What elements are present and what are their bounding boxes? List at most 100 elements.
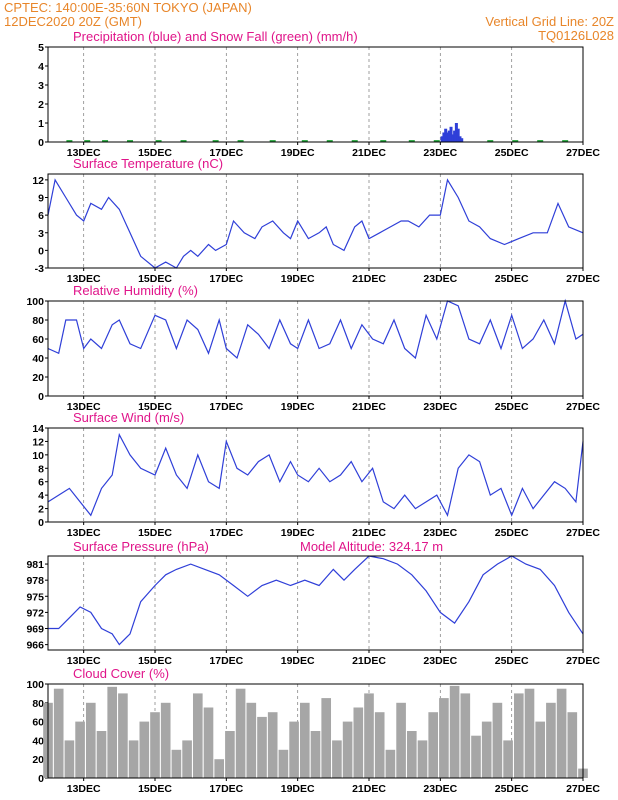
precip-bar — [456, 128, 460, 142]
x-tick-label: 15DEC — [138, 655, 172, 667]
x-tick-label: 17DEC — [209, 655, 243, 667]
y-tick-label: 10 — [32, 450, 44, 462]
y-tick-label: 0 — [38, 137, 44, 149]
y-tick-label: 3 — [38, 228, 44, 240]
y-tick-label: 0 — [38, 773, 44, 785]
y-tick-label: 8 — [38, 463, 44, 475]
x-tick-label: 15DEC — [138, 401, 172, 413]
y-tick-label: 0 — [38, 245, 44, 257]
x-tick-label: 21DEC — [352, 401, 386, 413]
y-tick-label: 975 — [26, 591, 44, 603]
x-tick-label: 17DEC — [209, 527, 243, 539]
cloud-bar — [150, 712, 160, 778]
cloud-bar — [257, 716, 267, 778]
cloud-bar — [310, 731, 321, 778]
y-tick-label: 12 — [32, 175, 44, 187]
panel-1: Precipitation (blue) and Snow Fall (gree… — [38, 29, 600, 159]
x-tick-label: 17DEC — [209, 147, 243, 159]
cloud-bar — [171, 749, 182, 778]
plot-frame — [47, 300, 584, 397]
y-tick-label: -3 — [35, 263, 44, 275]
series-line — [47, 178, 584, 269]
precip-bar — [458, 136, 462, 142]
snow-bar — [562, 140, 569, 142]
cloud-bar — [160, 702, 171, 778]
cloud-bar — [342, 721, 353, 778]
snow-bar — [102, 140, 109, 142]
cloud-bar — [417, 740, 428, 778]
x-tick-label: 23DEC — [423, 783, 457, 795]
cloud-bar — [535, 721, 546, 778]
snow-bar — [269, 140, 276, 142]
cloud-bar — [321, 698, 332, 778]
x-tick-label: 23DEC — [423, 655, 457, 667]
x-tick-label: 15DEC — [138, 783, 172, 795]
cloud-bar — [503, 740, 513, 778]
header-line3-right: TQ0126L028 — [538, 28, 614, 43]
y-tick-label: 100 — [26, 679, 44, 691]
panel-6: Cloud Cover (%) 0 20 40 60 80 100 13DEC 15DEC 17D… — [26, 666, 600, 795]
precip-bar — [460, 138, 464, 142]
x-tick-label: 19DEC — [281, 783, 315, 795]
x-tick-label: 25DEC — [495, 273, 529, 285]
y-tick-label: 978 — [26, 575, 44, 587]
panel-3-title: Relative Humidity (%) — [73, 283, 198, 298]
y-tick-label: 100 — [26, 296, 44, 308]
series-line — [48, 555, 584, 646]
cloud-bar — [396, 702, 406, 778]
x-tick-label: 13DEC — [67, 273, 101, 285]
cloud-bar — [353, 707, 364, 778]
precip-bar — [444, 128, 448, 142]
x-tick-label: 27DEC — [566, 655, 600, 667]
precip-bar — [440, 136, 444, 142]
cloud-bar — [567, 712, 578, 778]
snow-bar — [66, 140, 73, 142]
x-tick-label: 27DEC — [566, 783, 600, 795]
precip-bar — [445, 132, 449, 142]
x-tick-label: 21DEC — [352, 655, 386, 667]
snow-bar — [180, 140, 187, 142]
x-tick-label: 27DEC — [566, 527, 600, 539]
y-tick-label: 5 — [38, 42, 44, 54]
precip-bar — [442, 132, 446, 142]
cloud-bar — [556, 688, 567, 778]
x-tick-label: 21DEC — [352, 783, 386, 795]
cloud-bar — [471, 735, 481, 778]
cloud-bar — [492, 702, 503, 778]
y-tick-label: 60 — [32, 334, 44, 346]
cloud-bar — [214, 759, 225, 778]
cloud-bar — [481, 721, 492, 778]
y-tick-label: 969 — [26, 624, 44, 636]
plot-frame — [47, 427, 584, 523]
x-tick-label: 25DEC — [495, 147, 529, 159]
header-line2-right: Vertical Grid Line: 20Z — [485, 14, 614, 29]
snow-bar — [155, 140, 162, 142]
cloud-bar — [192, 693, 203, 778]
snow-bar — [237, 140, 244, 142]
snow-bar — [512, 140, 519, 142]
cloud-bar — [118, 693, 128, 778]
cloud-bar — [374, 712, 385, 778]
y-tick-label: 4 — [38, 490, 44, 502]
x-tick-label: 27DEC — [566, 147, 600, 159]
x-tick-label: 25DEC — [495, 783, 529, 795]
x-tick-label: 21DEC — [352, 273, 386, 285]
precip-bar — [453, 130, 457, 142]
y-tick-label: 2 — [38, 99, 44, 111]
y-tick-label: 966 — [26, 640, 44, 652]
cloud-bar — [364, 693, 374, 778]
y-tick-label: 6 — [38, 210, 44, 222]
y-tick-label: 40 — [32, 735, 44, 747]
snow-bar — [487, 140, 494, 142]
plot-frame — [47, 46, 584, 143]
plot-frame — [47, 555, 584, 651]
panel-1-title: Precipitation (blue) and Snow Fall (gree… — [73, 29, 358, 44]
cloud-bar — [524, 688, 535, 778]
x-tick-label: 25DEC — [495, 655, 529, 667]
cloud-bar — [182, 740, 192, 778]
cloud-bar — [332, 740, 342, 778]
y-tick-label: 14 — [32, 423, 44, 435]
cloud-bar — [449, 685, 460, 778]
